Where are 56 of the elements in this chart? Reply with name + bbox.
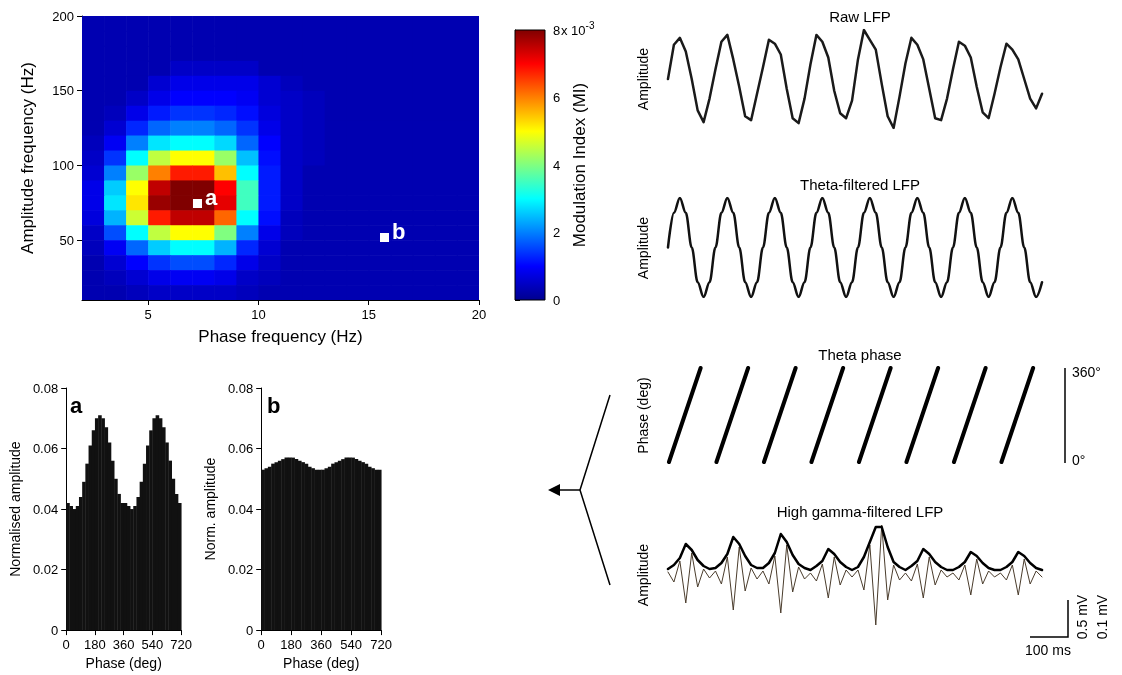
y-tick-label: 0.06 — [32, 441, 59, 457]
y-axis-title: Amplitude — [635, 543, 651, 607]
y-axis-title: Normalised amplitude — [7, 441, 23, 577]
text: 0.5 mV — [1074, 594, 1090, 640]
y-tick-label: 0.06 — [227, 441, 254, 457]
annotation: a — [70, 392, 83, 418]
color-bar-label: 4 — [553, 157, 561, 173]
x-axis-title: Phase (deg) — [283, 655, 360, 671]
chart-title: Theta phase — [818, 346, 902, 363]
y-tick-label: 0.02 — [227, 562, 254, 578]
x-tick-label: 10 — [251, 307, 266, 322]
annotation: b — [392, 219, 406, 244]
x-tick-label: 720 — [170, 637, 193, 653]
x-tick-label: 360 — [310, 637, 333, 653]
y-tick-label: 0 — [50, 622, 59, 638]
color-bar-label: 6 — [553, 90, 561, 105]
y-tick-label: 0 — [245, 622, 254, 638]
x-tick-label: 720 — [370, 637, 393, 653]
x-tick-label: 540 — [340, 637, 363, 653]
annotation: a — [205, 185, 218, 210]
y-axis-title: Norm. amplitude — [202, 457, 218, 561]
x-tick-label: 5 — [144, 307, 152, 322]
x-tick-label: 360 — [112, 637, 135, 653]
y-tick-label: 0.02 — [32, 562, 59, 578]
color-bar-label: 2 — [553, 225, 561, 240]
text: 0° — [1072, 452, 1086, 468]
x-axis-title: Phase (deg) — [85, 655, 162, 671]
chart-title: Raw LFP — [829, 8, 891, 25]
x-tick-label: 20 — [471, 307, 487, 322]
y-tick-label: 0.04 — [227, 501, 254, 517]
x-tick-label: 0 — [257, 637, 265, 653]
x-tick-label: 540 — [141, 637, 164, 653]
chart-title: High gamma-filtered LFP — [776, 503, 944, 520]
annotation: b — [267, 392, 281, 418]
y-axis-title: Amplitude frequency (Hz) — [18, 62, 37, 254]
y-tick-label: 150 — [52, 83, 74, 99]
x-tick-label: 180 — [280, 637, 303, 653]
y-axis-title: Amplitude — [635, 216, 651, 280]
text: 0.1 mV — [1094, 594, 1110, 640]
text: 360° — [1072, 364, 1101, 380]
x-tick-label: 180 — [84, 637, 106, 653]
y-tick-label: 200 — [52, 8, 74, 24]
y-tick-label: 0.08 — [227, 380, 254, 396]
y-tick-label: 0.08 — [32, 380, 59, 396]
y-tick-label: 50 — [59, 232, 74, 248]
text: 100 ms — [1025, 642, 1071, 658]
x-axis-title: Phase frequency (Hz) — [198, 327, 363, 346]
y-axis-title: Phase (deg) — [635, 377, 651, 454]
y-tick-label: 0.04 — [32, 501, 59, 517]
color-bar-label: 8 — [553, 22, 561, 38]
y-tick-label: 100 — [52, 157, 74, 173]
color-bar-label: 0 — [553, 292, 561, 308]
color-bar-title: Modulation Index (MI) — [570, 82, 589, 248]
y-axis-title: Amplitude — [635, 47, 651, 111]
x-tick-label: 15 — [361, 307, 376, 322]
chart-title: Theta-filtered LFP — [799, 176, 921, 193]
